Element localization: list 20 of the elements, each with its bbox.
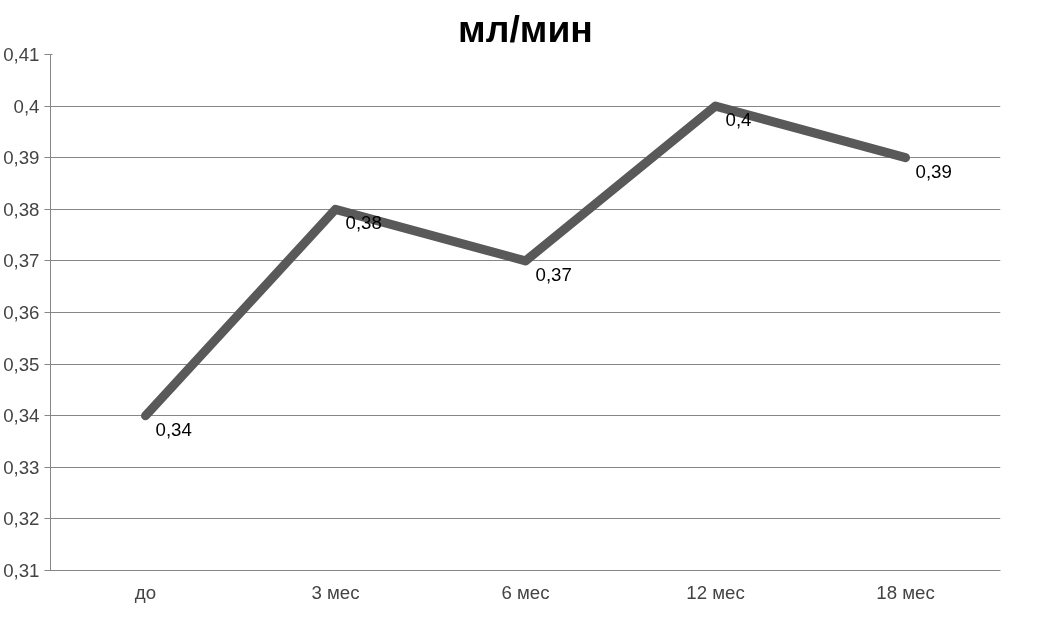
chart-title: мл/мин bbox=[458, 7, 593, 50]
x-tick-label: 12 мес bbox=[686, 581, 745, 603]
y-tick-label: 0,41 bbox=[3, 44, 40, 65]
y-tick-label: 0,35 bbox=[3, 353, 40, 375]
x-tick-label: 3 мес bbox=[311, 581, 360, 603]
data-label: 0,34 bbox=[155, 418, 192, 440]
y-tick-label: 0,36 bbox=[3, 302, 40, 323]
x-tick-label: до bbox=[134, 581, 157, 603]
y-tick-label: 0,34 bbox=[3, 405, 40, 427]
x-tick-label: 6 мес bbox=[501, 581, 550, 603]
x-tick-label: 18 мес bbox=[876, 581, 935, 603]
data-label: 0,39 bbox=[915, 160, 952, 182]
y-tick-label: 0,39 bbox=[3, 147, 40, 169]
y-tick-label: 0,33 bbox=[3, 456, 40, 478]
y-tick-label: 0,38 bbox=[3, 198, 40, 220]
y-tick-label: 0,32 bbox=[3, 508, 40, 530]
y-tick-label: 0,31 bbox=[3, 560, 40, 581]
y-tick-label: 0,4 bbox=[13, 95, 40, 117]
y-tick-label: 0,37 bbox=[3, 250, 40, 272]
data-label: 0,37 bbox=[535, 263, 572, 285]
